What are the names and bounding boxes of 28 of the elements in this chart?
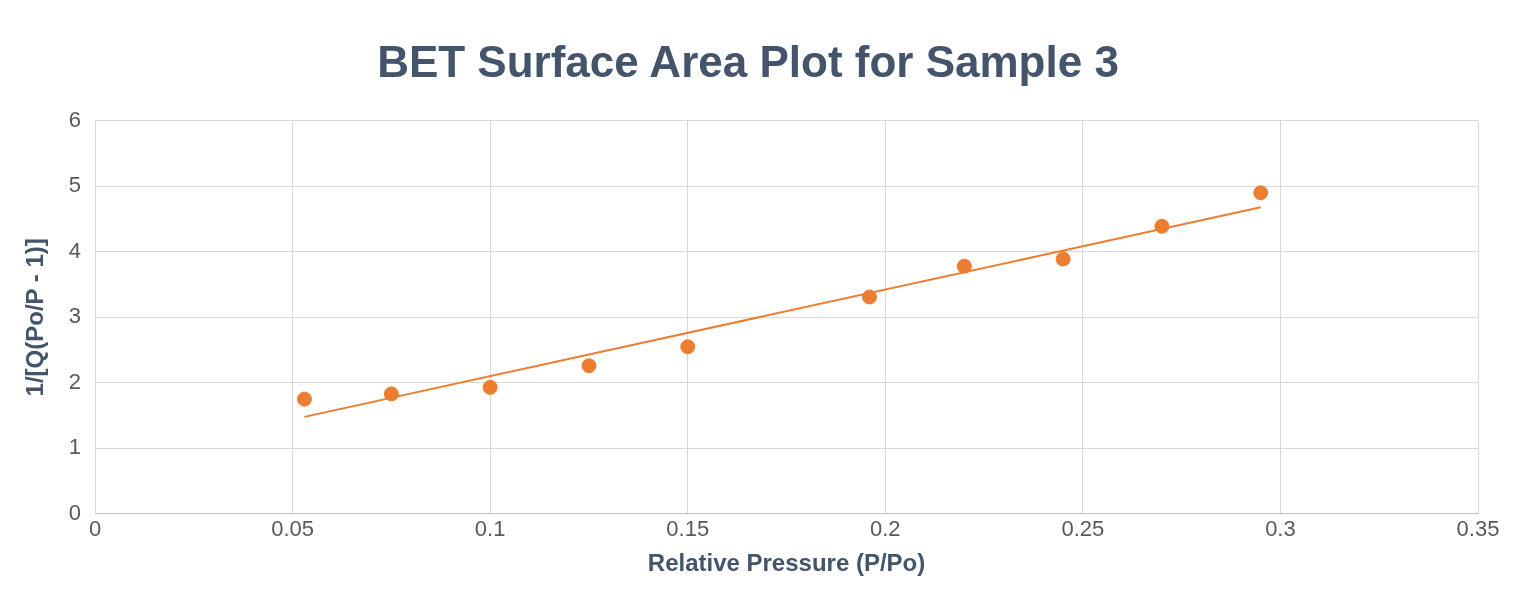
point: [1154, 218, 1170, 234]
y-axis-title: 1/[Q(Po/P - 1)]: [21, 238, 49, 397]
point: [1253, 185, 1269, 201]
x-axis-title: Relative Pressure (P/Po): [647, 549, 926, 577]
point: [581, 358, 597, 374]
chart-title: BET Surface Area Plot for Sample 3: [377, 36, 1119, 86]
x-tick-label: 0.25: [1061, 516, 1105, 542]
y-tick-label: 3: [68, 303, 82, 329]
point: [862, 289, 877, 305]
y-tick-label: 6: [68, 106, 82, 132]
y-tick-label: 0: [68, 499, 82, 525]
point: [680, 339, 696, 355]
x-tick-label: 0.3: [1265, 516, 1296, 542]
point: [1055, 251, 1071, 267]
x-tick-label: 0.05: [271, 516, 315, 542]
point: [956, 258, 972, 274]
y-tick-label: 1: [68, 434, 82, 460]
x-tick-label: 0.1: [474, 516, 506, 542]
point: [482, 379, 498, 395]
point: [383, 386, 399, 402]
x-tick-label: 0: [88, 516, 102, 542]
x-tick-label: 0.35: [1456, 516, 1500, 542]
point: [296, 391, 312, 407]
x-tick-label: 0.2: [870, 516, 901, 542]
x-tick-label: 0.15: [666, 516, 710, 542]
y-tick-label: 4: [68, 237, 82, 263]
y-tick-label: 2: [68, 368, 82, 394]
y-tick-label: 5: [68, 172, 82, 198]
